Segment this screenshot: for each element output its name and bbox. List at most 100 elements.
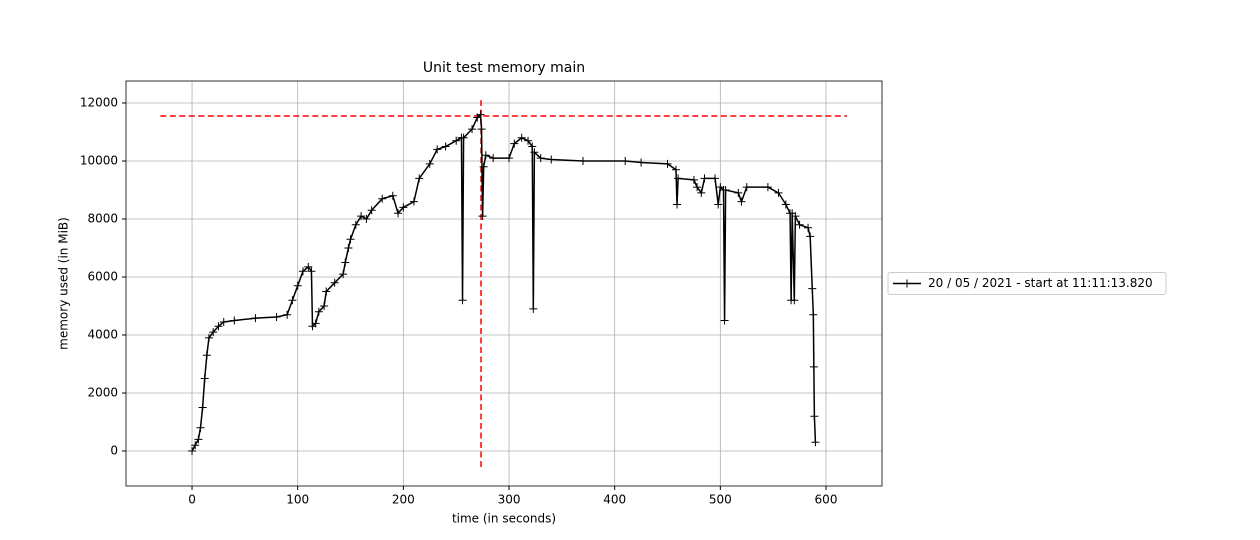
point-marker [689, 175, 698, 184]
point-marker [478, 212, 487, 221]
point-marker [809, 310, 818, 319]
point-marker [272, 313, 281, 322]
y-tick-label: 4000 [87, 328, 118, 342]
point-marker [188, 446, 197, 455]
point-marker [394, 209, 403, 218]
point-marker [517, 133, 526, 142]
point-marker [311, 319, 320, 328]
point-marker [811, 438, 820, 447]
x-tick-label: 200 [392, 493, 415, 507]
point-marker [204, 333, 213, 342]
point-marker [637, 158, 646, 167]
point-marker [806, 232, 815, 241]
point-marker [489, 154, 498, 163]
point-marker [621, 157, 630, 166]
y-tick-label: 8000 [87, 212, 118, 226]
point-marker [697, 188, 706, 197]
legend-box [887, 272, 1167, 295]
x-tick-label: 600 [815, 493, 838, 507]
point-marker [214, 322, 223, 331]
point-marker [367, 206, 376, 215]
point-marker [693, 183, 702, 192]
point-marker [320, 302, 329, 311]
point-marker [202, 351, 211, 360]
point-marker [219, 317, 228, 326]
point-marker [547, 155, 556, 164]
data-line [191, 113, 817, 452]
point-marker [720, 316, 729, 325]
point-marker [790, 296, 799, 305]
point-marker [700, 174, 709, 183]
point-marker [673, 200, 682, 209]
point-marker [409, 197, 418, 206]
point-marker [288, 296, 297, 305]
point-marker [339, 270, 348, 279]
point-marker [524, 136, 533, 145]
point-marker [711, 174, 720, 183]
point-marker [304, 262, 313, 271]
point-marker [378, 194, 387, 203]
point-marker [341, 258, 350, 267]
point-marker [344, 244, 353, 253]
point-marker [283, 310, 292, 319]
point-marker [298, 267, 307, 276]
point-marker [810, 412, 819, 421]
point-marker [714, 200, 723, 209]
point-marker [737, 197, 746, 206]
point-marker [528, 142, 537, 151]
plot-frame [125, 80, 883, 487]
point-marker [330, 278, 339, 287]
point-marker [808, 284, 817, 293]
point-marker [351, 220, 360, 229]
y-axis-label: memory used (in MiB) [57, 217, 71, 350]
point-marker [441, 142, 450, 151]
point-marker [357, 212, 366, 221]
point-marker [536, 154, 545, 163]
point-marker [196, 423, 205, 432]
point-marker [479, 162, 488, 171]
point-marker [530, 148, 539, 157]
point-marker [795, 220, 804, 229]
point-marker [734, 188, 743, 197]
point-marker [674, 174, 683, 183]
point-marker [663, 159, 672, 168]
point-marker [388, 191, 397, 200]
point-marker [322, 287, 331, 296]
point-marker [578, 157, 587, 166]
legend-label: 20 / 05 / 2021 - start at 11:11:13.820 [928, 276, 1153, 290]
point-marker [505, 154, 514, 163]
point-marker [804, 223, 813, 232]
point-marker [251, 314, 260, 323]
point-marker [194, 435, 203, 444]
point-marker [425, 159, 434, 168]
x-axis-label: time (in seconds) [452, 512, 556, 526]
point-marker [307, 267, 316, 276]
point-marker [510, 139, 519, 148]
point-marker [362, 215, 371, 224]
chart-title: Unit test memory main [423, 60, 585, 76]
point-marker [399, 203, 408, 212]
x-tick-label: 100 [286, 493, 309, 507]
point-marker [458, 296, 467, 305]
point-marker [415, 174, 424, 183]
y-tick-label: 0 [110, 443, 118, 457]
point-marker [459, 133, 468, 142]
point-marker [781, 200, 790, 209]
x-tick-label: 0 [188, 493, 196, 507]
point-marker [791, 212, 800, 221]
point-marker [468, 125, 477, 134]
point-marker [198, 403, 207, 412]
y-tick-label: 10000 [80, 154, 118, 168]
point-marker [774, 188, 783, 197]
point-marker [742, 183, 751, 192]
point-marker [346, 235, 355, 244]
point-marker [763, 183, 772, 192]
point-marker [200, 374, 209, 383]
point-marker [721, 186, 730, 195]
y-tick-label: 6000 [87, 270, 118, 284]
x-tick-label: 300 [498, 493, 521, 507]
point-marker [477, 125, 486, 134]
x-tick-label: 500 [709, 493, 732, 507]
point-marker [529, 304, 538, 313]
